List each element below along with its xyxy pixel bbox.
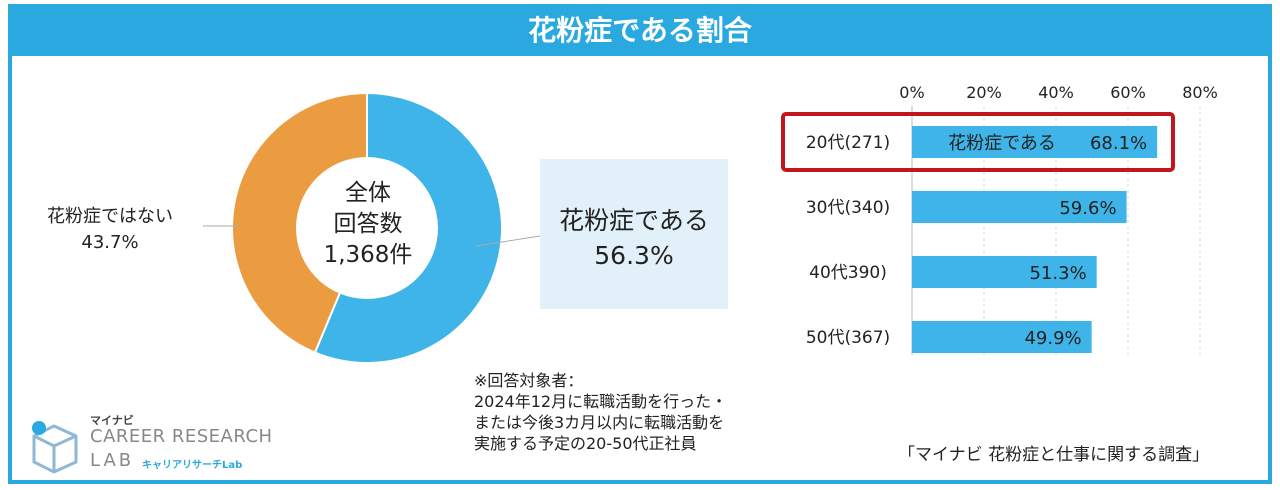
slice-label-hayfever-name: 花粉症である xyxy=(559,206,709,235)
logo-brand-kana: キャリアリサーチLab xyxy=(142,460,243,471)
bar-value-label: 49.9% xyxy=(1024,328,1081,349)
x-tick-label: 60% xyxy=(1110,83,1146,102)
slice-label-not-hayfever: 花粉症ではない 43.7% xyxy=(40,204,180,256)
highlight-box xyxy=(781,112,1175,172)
donut-center-line-3: 1,368件 xyxy=(323,242,413,268)
slice-label-not-hayfever-name: 花粉症ではない xyxy=(47,206,173,227)
donut-slice-hayfever xyxy=(313,91,503,364)
donut-center-line-2: 回答数 xyxy=(333,211,403,237)
category-label: 30代(340) xyxy=(806,198,890,218)
slice-label-hayfever: 花粉症である 56.3% xyxy=(540,159,728,309)
x-tick-label: 0% xyxy=(899,83,924,102)
logo-brand-small: マイナビ xyxy=(90,414,134,427)
note-line: 実施する予定の20-50代正社員 xyxy=(474,434,697,453)
category-label: 20代(271) xyxy=(806,133,890,153)
donut-center-label: 全体 回答数 1,368件 xyxy=(298,178,438,271)
note-line: 2024年12月に転職活動を行った・ xyxy=(474,392,728,411)
bar-series-label: 花粉症である xyxy=(948,133,1056,154)
bar xyxy=(912,321,1092,353)
category-label: 40代390) xyxy=(809,263,887,283)
leader-line-hayfever xyxy=(475,235,541,247)
slice-label-hayfever-value: 56.3% xyxy=(594,241,674,270)
donut-center-line-1: 全体 xyxy=(345,180,391,206)
category-label: 50代(367) xyxy=(806,328,890,348)
bar xyxy=(912,191,1127,223)
bar xyxy=(912,126,1158,158)
logo: マイナビ CAREER RESEARCH LAB キャリアリサーチLab xyxy=(30,412,290,478)
bar-value-label: 51.3% xyxy=(1029,263,1086,284)
x-tick-label: 80% xyxy=(1182,83,1218,102)
logo-brand-lab: LAB xyxy=(90,450,135,471)
page-title: 花粉症である割合 xyxy=(12,8,1268,56)
chart-frame: 花粉症である割合 xyxy=(8,4,1272,484)
note-line: または今後3カ月以内に転職活動を xyxy=(474,413,725,432)
slice-label-not-hayfever-value: 43.7% xyxy=(81,232,139,253)
respondent-note: ※回答対象者： 2024年12月に転職活動を行った・ または今後3カ月以内に転職… xyxy=(474,370,727,454)
note-line: ※回答対象者： xyxy=(474,371,584,390)
x-tick-label: 40% xyxy=(1038,83,1074,102)
bar-value-label: 59.6% xyxy=(1059,198,1116,219)
bar xyxy=(912,256,1097,288)
x-tick-label: 20% xyxy=(966,83,1002,102)
donut-slice-not-hayfever xyxy=(231,91,368,354)
source-caption: 「マイナビ 花粉症と仕事に関する調査」 xyxy=(898,445,1210,465)
bar-value-label: 68.1% xyxy=(1090,133,1147,154)
cube-logo-icon xyxy=(32,421,78,474)
logo-brand-main: CAREER RESEARCH xyxy=(90,426,273,447)
